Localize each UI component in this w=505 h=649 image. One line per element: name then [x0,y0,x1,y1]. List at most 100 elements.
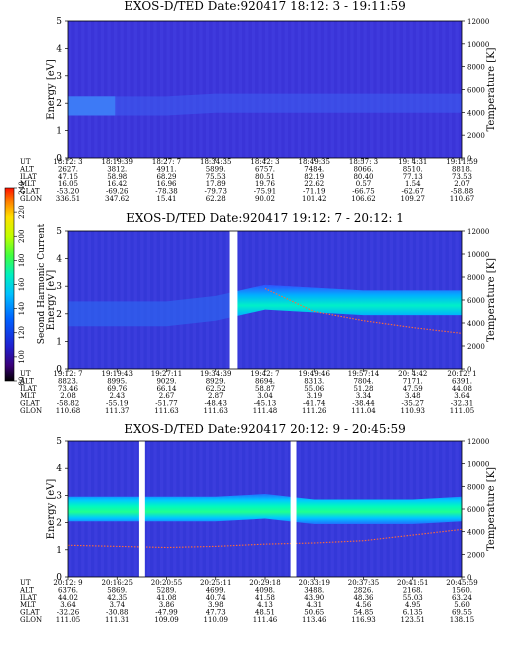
y-tick-label: 0 [56,365,62,375]
table-cell: 43.90 [304,594,324,602]
spectrogram-stripe [159,21,164,158]
y-tick-label: 5 [56,437,62,447]
y-axis-label: Energy [eV] [46,59,57,120]
table-cell: 123.51 [401,616,426,624]
table-cell: 55.03 [403,594,423,602]
y2-tick-label: 12000 [467,438,489,446]
spectrogram-stripe [219,21,223,158]
y-tick-label: 3 [56,491,62,501]
colorbar-tick-label: 200 [18,230,26,243]
spectrogram-stripe [166,21,170,158]
table-cell: 3812. [107,165,127,173]
spectrogram-stripe [68,231,72,369]
colorbar-scale [4,187,15,382]
spectrogram-stripe [100,231,105,369]
table-cell: 19:12: 7 [53,370,82,378]
table-cell: 50.65 [304,609,324,617]
spectrogram-stripe [192,21,197,158]
table-row-label: GLAT [20,609,40,617]
table-cell: 77.13 [403,173,423,181]
table-cell: 2826. [353,586,373,594]
table-cell: 8995. [107,377,127,385]
spectrogram-stripe [87,231,91,369]
table-cell: 41.08 [156,594,176,602]
y-tick-label: 4 [56,464,62,474]
y2-tick-label: 6000 [467,506,485,514]
table-cell: 111.63 [154,407,179,415]
spectrogram-stripe [245,21,249,158]
spectrogram-background [68,21,462,158]
spectrogram-stripe [173,21,177,158]
table-cell: 48.51 [255,609,275,617]
table-cell: 8313. [304,377,324,385]
data-gap [138,441,145,577]
spectrogram-stripe [422,21,426,158]
table-cell: -45.13 [254,400,276,408]
spectrogram-stripe [146,21,151,158]
colorbar-tick-label: 160 [18,278,26,291]
table-cell: -55.19 [106,400,128,408]
table-row-label: UT [20,579,31,587]
table-cell: 3.74 [109,601,125,609]
table-cell: 101.42 [302,195,327,203]
table-cell: 3.64 [60,601,76,609]
table-row-label: GLAT [20,400,40,408]
y2-axis-label: Temperature [K] [486,258,497,342]
table-cell: 80.51 [255,173,275,181]
table-row-label: ALT [19,586,34,594]
table-cell: 2.87 [208,392,224,400]
table-cell: 18:27: 7 [152,158,181,166]
y2-tick-label: 10000 [467,41,489,49]
temperature-trace [264,288,463,334]
spectrogram-stripe [127,21,131,158]
table-cell: 347.62 [105,195,130,203]
y2-tick-label: 12000 [467,18,489,26]
table-cell: 3.04 [257,392,273,400]
spectrogram-stripe [383,21,387,158]
data-gap [229,231,238,369]
spectrogram-stripe [94,21,98,158]
table-cell: 111.04 [351,407,376,415]
table-cell: -75.91 [254,188,276,196]
table-cell: 5289. [156,586,176,594]
table-cell: 4699. [206,586,226,594]
y2-tick-label: 10000 [467,251,489,259]
table-cell: -48.43 [205,400,227,408]
table-cell: 18:57: 3 [349,158,378,166]
y2-tick-label: 0 [467,366,471,374]
table-row-label: GLAT [20,188,40,196]
table-cell: 3.19 [306,392,322,400]
table-cell: 2168. [403,586,423,594]
spectrogram-stripe [94,231,98,369]
panel-title: EXOS-D/TED Date:920417 19:12: 7 - 20:12:… [126,211,404,225]
table-cell: 19:49:46 [299,370,331,378]
table-cell: 20:37:35 [348,579,379,587]
spectrogram-stripe [324,21,328,158]
spectrogram-stripe [133,231,137,369]
table-cell: 19:57:14 [348,370,380,378]
spectrogram-stripe [173,231,177,369]
table-cell: 19.76 [255,180,276,188]
spectrogram-stripe [265,21,269,158]
table-cell: -69.26 [106,188,129,196]
table-cell: 19:42: 7 [250,370,279,378]
table-cell: 40.74 [206,594,227,602]
table-row-label: ILAT [20,594,37,602]
table-cell: -66.75 [352,188,374,196]
spectrogram-stripe [455,21,459,158]
table-cell: 18:34:35 [200,158,231,166]
table-row-label: ILAT [20,173,37,181]
spectrogram-stripe [409,21,413,158]
table-cell: 109.27 [401,195,426,203]
table-row-label: GLON [20,407,42,415]
table-cell: -78.38 [155,188,177,196]
table-cell: 113.46 [302,616,327,624]
spectrogram-stripe [251,21,256,158]
y2-tick-label: 8000 [467,274,485,282]
table-cell: 111.05 [450,407,475,415]
colorbar-tick-label: 100 [18,350,26,363]
table-cell: 68.29 [156,173,176,181]
table-cell: 6757. [255,165,275,173]
table-cell: 90.02 [255,195,275,203]
y2-tick-label: 12000 [467,228,489,236]
